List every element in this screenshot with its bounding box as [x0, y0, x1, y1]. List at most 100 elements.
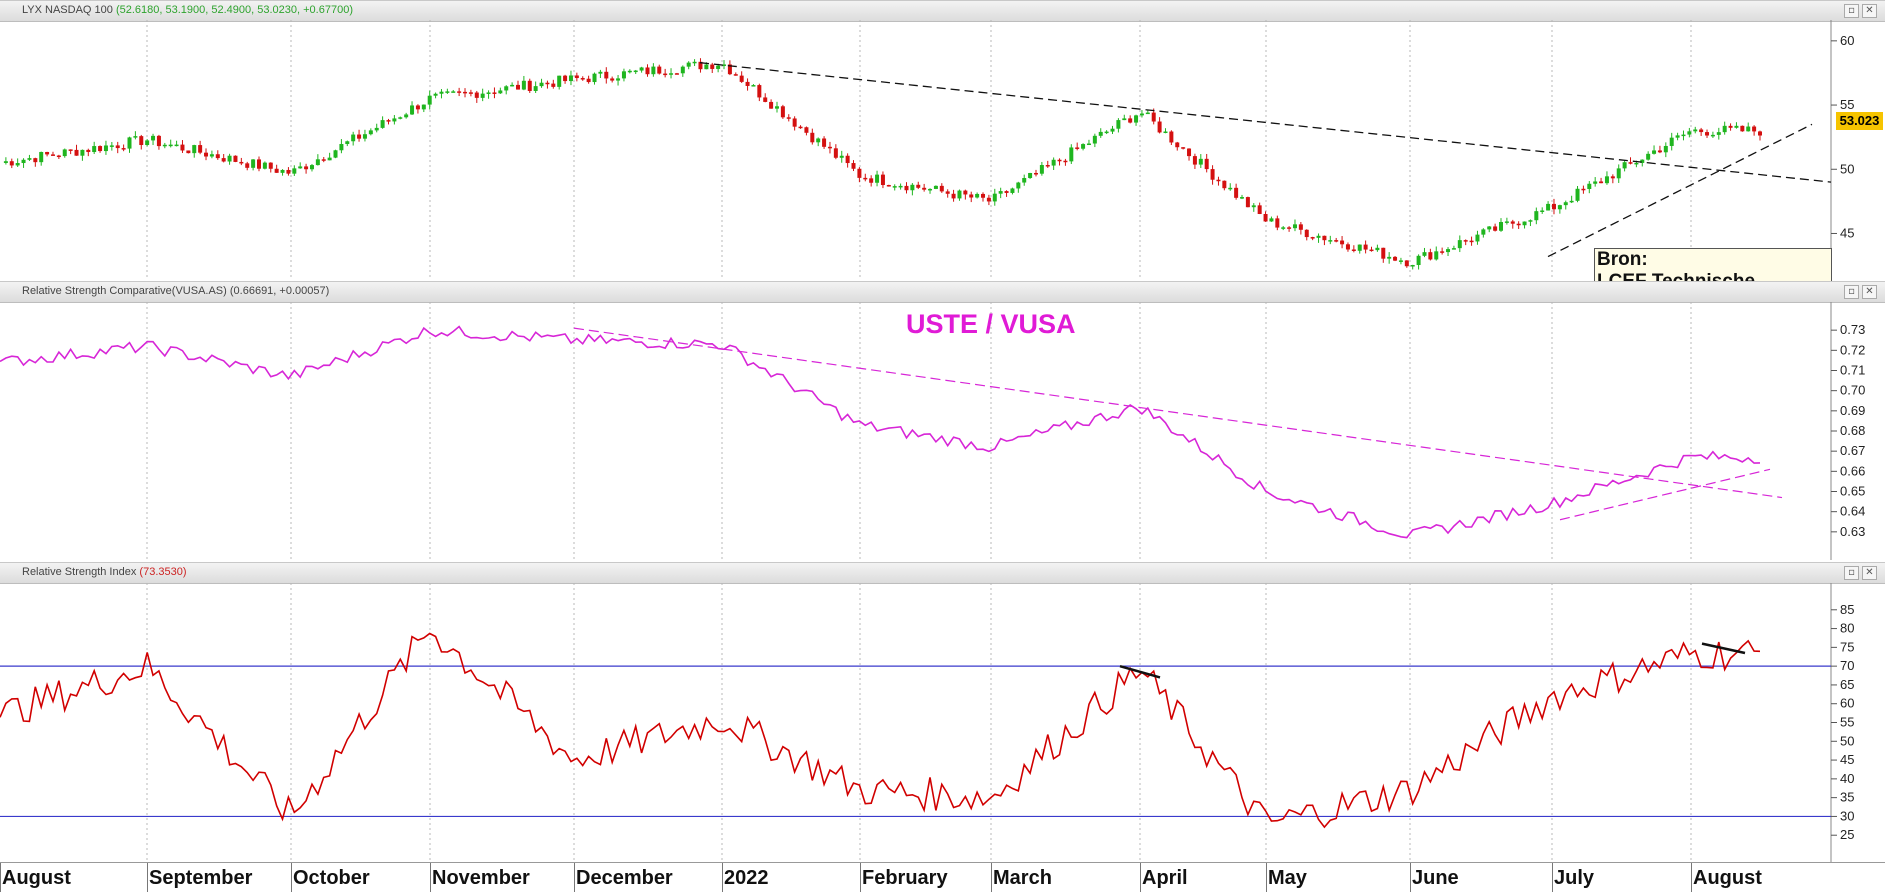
candle-body [586, 78, 591, 83]
candle-body [1404, 260, 1409, 267]
candle-body [1428, 252, 1433, 260]
rsc-panel-close-icon[interactable]: ✕ [1862, 285, 1877, 299]
candle-body [274, 168, 279, 173]
candle-body [1304, 229, 1309, 238]
candle-body [133, 136, 138, 138]
candle-body [698, 61, 703, 70]
candle-body [1251, 205, 1256, 208]
candle-body [769, 101, 774, 109]
y-tick-label: 60 [1840, 33, 1854, 48]
downtrend-line[interactable] [699, 62, 1832, 183]
x-tick-label: July [1554, 867, 1595, 889]
x-tick [147, 863, 148, 892]
divergence-mark[interactable] [1119, 664, 1161, 679]
rsc-panel-values: (0.66691, +0.00057) [229, 285, 330, 297]
candle-body [739, 75, 744, 82]
candle-body [1016, 182, 1021, 189]
candle-body [1546, 203, 1551, 211]
candle-body [298, 166, 303, 169]
candle-body [1622, 162, 1627, 169]
candle-body [1128, 118, 1133, 123]
candle-body [527, 80, 532, 91]
candle-body [1322, 235, 1327, 241]
x-tick [291, 863, 292, 892]
candle-body [827, 146, 832, 149]
candle-body [333, 150, 338, 158]
candle-body [816, 138, 821, 143]
rsi-chart[interactable]: 85 80 75 70 65 60 55 50 45 40 35 30 25 [0, 583, 1885, 862]
rsc-panel-restore-icon[interactable]: ▫ [1844, 285, 1859, 299]
candle-body [1104, 131, 1109, 134]
candle-body [604, 71, 609, 79]
candle-body [1292, 224, 1297, 229]
candle-body [1593, 181, 1598, 184]
candle-body [1045, 165, 1050, 167]
candle-body [563, 75, 568, 82]
rsc-chart[interactable]: 0.73 0.72 0.71 0.70 0.69 0.68 0.67 0.66 0.65 0.64… [0, 302, 1885, 560]
price-panel-close-icon[interactable]: ✕ [1862, 4, 1877, 18]
candle-body [1734, 125, 1739, 128]
candle-body [863, 177, 868, 180]
y-tick-label: 0.71 [1840, 363, 1865, 378]
candle-body [1245, 197, 1250, 208]
candle-body [851, 163, 856, 169]
candle-body [398, 117, 403, 119]
candle-body [1086, 143, 1091, 146]
price-panel-title: LYX NASDAQ 100 [22, 4, 113, 16]
candle-body [1752, 126, 1757, 132]
x-tick-label: December [576, 867, 673, 889]
rsi-panel-restore-icon[interactable]: ▫ [1844, 566, 1859, 580]
candle-body [928, 188, 933, 191]
candle-body [162, 144, 167, 147]
candle-body [168, 144, 173, 147]
candle-body [145, 140, 150, 146]
y-tick-label: 0.67 [1840, 443, 1865, 458]
x-tick-label: February [862, 867, 948, 889]
candle-body [1393, 256, 1398, 261]
candle-body [504, 86, 509, 91]
price-panel-restore-icon[interactable]: ▫ [1844, 4, 1859, 18]
rsc-uptrend-line[interactable] [1559, 468, 1771, 521]
candle-body [1210, 169, 1215, 180]
candle-body [245, 163, 250, 168]
candle-body [716, 65, 721, 69]
price-chart[interactable]: 60 55 50 45 [0, 20, 1885, 280]
candle-body [1187, 148, 1192, 157]
candle-body [262, 162, 267, 169]
candle-body [445, 91, 450, 93]
rsc-overlay-label: USTE / VUSA [906, 309, 1076, 339]
candle-body [710, 64, 715, 69]
candle-body [180, 144, 185, 151]
y-tick-label: 40 [1840, 771, 1854, 786]
candle-body [15, 163, 20, 166]
candle-body [1722, 125, 1727, 133]
y-tick-label: 45 [1840, 225, 1854, 240]
uptrend-line[interactable] [1547, 123, 1813, 258]
candle-body [592, 73, 597, 83]
y-tick-label: 50 [1840, 161, 1854, 176]
candle-body [645, 67, 650, 75]
candle-body [492, 92, 497, 94]
candle-body [463, 91, 468, 94]
candle-body [1039, 165, 1044, 174]
x-tick [1552, 863, 1553, 892]
candle-body [1616, 168, 1621, 179]
candle-body [1675, 135, 1680, 138]
x-axis: August September October November December 20… [0, 862, 1885, 892]
rsi-panel-close-icon[interactable]: ✕ [1862, 566, 1877, 580]
candle-body [1198, 158, 1203, 165]
candle-body [1487, 226, 1492, 230]
rsc-downtrend-line[interactable] [573, 327, 1783, 499]
candle-body [1375, 247, 1380, 251]
candle-body [1746, 126, 1751, 132]
candle-body [1328, 240, 1333, 242]
candle-body [68, 149, 73, 151]
candle-body [39, 151, 44, 163]
candle-body [192, 145, 197, 154]
candle-body [1528, 220, 1533, 222]
candle-body [969, 194, 974, 198]
divergence-mark[interactable] [1701, 642, 1746, 655]
candle-body [539, 82, 544, 87]
candle-body [80, 149, 85, 156]
rsi-panel-header: Relative Strength Index (73.3530) ▫ ✕ [0, 562, 1885, 584]
